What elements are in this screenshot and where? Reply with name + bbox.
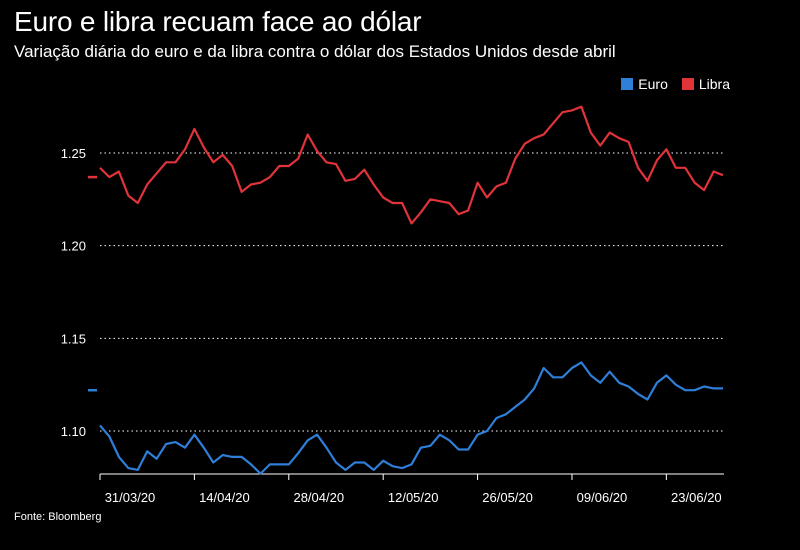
legend-label-euro: Euro <box>638 76 668 92</box>
y-axis-ticks: 1.10 1.15 1.20 1.25 <box>61 146 86 439</box>
gridlines <box>100 152 724 432</box>
y-tick-label: 1.20 <box>61 239 86 254</box>
legend-item-euro: Euro <box>621 76 668 92</box>
chart-title: Euro e libra recuam face ao dólar <box>14 6 422 37</box>
y-tick-label: 1.15 <box>61 331 86 346</box>
x-tick-label: 26/05/20 <box>482 490 533 505</box>
x-tick-label: 23/06/20 <box>671 490 722 505</box>
y-tick-label: 1.25 <box>61 146 86 161</box>
x-tick-label: 12/05/20 <box>388 490 439 505</box>
x-axis: 31/03/20 14/04/20 28/04/20 12/05/20 26/05/20… <box>99 473 724 505</box>
x-tick-label: 09/06/20 <box>577 490 628 505</box>
y-tick-label: 1.10 <box>61 424 86 439</box>
legend-swatch-euro <box>621 78 634 90</box>
legend-swatch-libra <box>681 78 694 90</box>
x-tick-label: 28/04/20 <box>293 490 344 505</box>
x-tick-label: 14/04/20 <box>199 490 250 505</box>
legend-label-libra: Libra <box>698 76 730 92</box>
series-line-euro <box>99 361 723 475</box>
x-tick-label: 31/03/20 <box>105 490 156 505</box>
chart-subtitle: Variação diária do euro e da libra contr… <box>14 42 616 61</box>
series-line-libra <box>99 105 724 225</box>
series-lines <box>88 105 724 475</box>
legend-item-libra: Libra <box>681 76 730 92</box>
legend: Euro Libra <box>621 76 730 92</box>
source-note: Fonte: Bloomberg <box>14 511 102 523</box>
